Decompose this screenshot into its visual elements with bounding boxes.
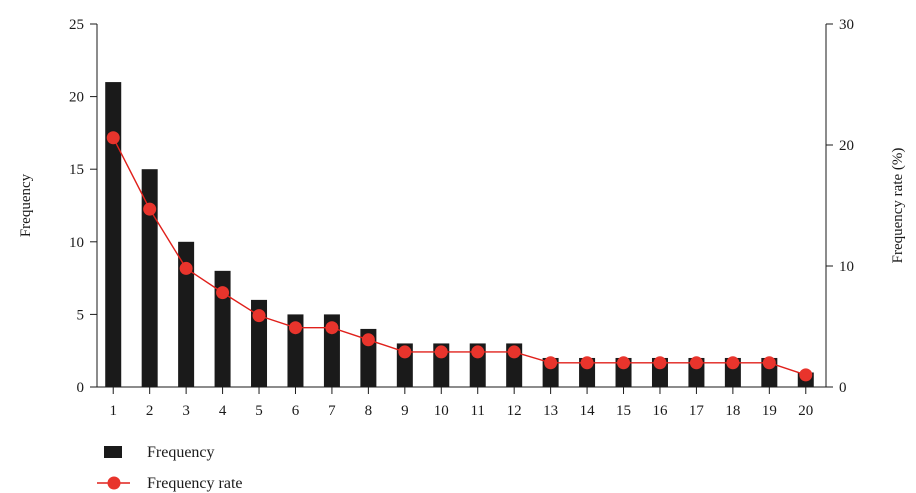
- x-tick-label-11: 11: [470, 403, 484, 419]
- y-right-tick-label-10: 10: [839, 259, 854, 275]
- marker-frequency-rate-19: [762, 356, 776, 370]
- x-tick-label-19: 19: [762, 403, 777, 419]
- bar-frequency-3: [178, 241, 195, 387]
- marker-frequency-rate-16: [653, 356, 667, 370]
- x-tick-label-2: 2: [146, 403, 154, 419]
- marker-frequency-rate-3: [179, 261, 193, 275]
- x-tick-label-7: 7: [328, 403, 336, 419]
- x-tick-label-15: 15: [616, 403, 631, 419]
- y-left-tick-label-15: 15: [69, 162, 84, 178]
- marker-frequency-rate-9: [398, 345, 412, 359]
- bar-frequency-5: [251, 299, 268, 387]
- legend-swatch-frequency-rate-marker: [107, 476, 121, 490]
- x-tick-label-13: 13: [543, 403, 558, 419]
- legend-label-frequency-rate: Frequency rate: [147, 475, 243, 492]
- marker-frequency-rate-4: [216, 286, 230, 300]
- marker-frequency-rate-17: [689, 356, 703, 370]
- marker-frequency-rate-14: [580, 356, 594, 370]
- bar-frequency-4: [214, 270, 231, 387]
- legend-swatch-frequency: [104, 446, 122, 458]
- x-tick-label-10: 10: [434, 403, 449, 419]
- y-left-tick-label-25: 25: [69, 17, 84, 33]
- marker-frequency-rate-1: [106, 131, 120, 145]
- marker-frequency-rate-18: [726, 356, 740, 370]
- marker-frequency-rate-7: [325, 321, 339, 335]
- plot-area: [105, 82, 814, 387]
- y-left-tick-label-20: 20: [69, 90, 84, 106]
- y-right-tick-label-20: 20: [839, 138, 854, 154]
- marker-frequency-rate-6: [288, 321, 302, 335]
- y-left-tick-label-10: 10: [69, 235, 84, 251]
- y-axis-title-right: Frequency rate (%): [890, 148, 906, 264]
- marker-frequency-rate-15: [617, 356, 631, 370]
- y-left-tick-label-5: 5: [77, 307, 85, 323]
- bar-frequency-2: [141, 169, 158, 387]
- bar-frequency-1: [105, 82, 122, 387]
- x-tick-label-16: 16: [652, 403, 668, 419]
- marker-frequency-rate-5: [252, 309, 266, 323]
- x-tick-label-1: 1: [109, 403, 117, 419]
- y-axis-title-left: Frequency: [18, 173, 34, 237]
- marker-frequency-rate-11: [471, 345, 485, 359]
- x-tick-label-20: 20: [798, 403, 813, 419]
- x-tick-label-8: 8: [365, 403, 373, 419]
- y-left-tick-label-0: 0: [77, 380, 85, 396]
- marker-frequency-rate-2: [143, 202, 157, 216]
- x-tick-label-4: 4: [219, 403, 227, 419]
- x-tick-label-5: 5: [255, 403, 263, 419]
- y-right-tick-label-0: 0: [839, 380, 847, 396]
- legend-label-frequency: Frequency: [147, 444, 215, 461]
- x-tick-label-17: 17: [689, 403, 705, 419]
- marker-frequency-rate-8: [361, 333, 375, 347]
- marker-frequency-rate-12: [507, 345, 521, 359]
- x-tick-label-3: 3: [182, 403, 190, 419]
- x-tick-label-12: 12: [507, 403, 522, 419]
- marker-frequency-rate-10: [434, 345, 448, 359]
- legend: Frequency Frequency rate: [97, 444, 243, 492]
- y-right-tick-label-30: 30: [839, 17, 854, 33]
- x-tick-label-9: 9: [401, 403, 409, 419]
- x-tick-label-6: 6: [292, 403, 300, 419]
- x-tick-label-14: 14: [580, 403, 596, 419]
- marker-frequency-rate-13: [544, 356, 558, 370]
- marker-frequency-rate-20: [799, 368, 813, 382]
- x-tick-label-18: 18: [725, 403, 740, 419]
